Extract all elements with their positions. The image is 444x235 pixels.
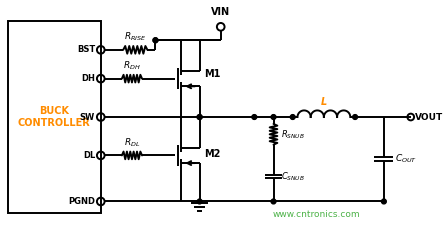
Text: $C_{OUT}$: $C_{OUT}$: [396, 153, 417, 165]
Circle shape: [271, 115, 276, 119]
Text: DL: DL: [83, 151, 95, 160]
Text: $R_{SNUB}$: $R_{SNUB}$: [281, 128, 305, 141]
Circle shape: [197, 115, 202, 119]
Circle shape: [353, 115, 357, 119]
Text: $C_{SNUB}$: $C_{SNUB}$: [281, 170, 305, 183]
Text: SW: SW: [80, 113, 95, 121]
Text: BST: BST: [77, 45, 95, 54]
Text: VOUT: VOUT: [415, 113, 443, 121]
Text: $R_{DL}$: $R_{DL}$: [124, 136, 140, 149]
Circle shape: [197, 199, 202, 204]
Circle shape: [197, 115, 202, 119]
Text: PGND: PGND: [68, 197, 95, 206]
Circle shape: [153, 38, 158, 43]
Circle shape: [153, 38, 158, 43]
Text: VIN: VIN: [211, 7, 230, 17]
Circle shape: [290, 115, 295, 119]
Text: L: L: [321, 97, 327, 107]
Text: DH: DH: [81, 74, 95, 83]
Bar: [8, 21, 101, 213]
Text: $R_{DH}$: $R_{DH}$: [123, 59, 141, 72]
Circle shape: [252, 115, 257, 119]
Text: www.cntronics.com: www.cntronics.com: [273, 210, 361, 219]
Circle shape: [271, 199, 276, 204]
Circle shape: [381, 199, 386, 204]
Text: BUCK
CONTROLLER: BUCK CONTROLLER: [18, 106, 91, 128]
Text: $R_{RISE}$: $R_{RISE}$: [124, 31, 147, 43]
Text: M1: M1: [204, 69, 221, 79]
Text: M2: M2: [204, 149, 221, 160]
